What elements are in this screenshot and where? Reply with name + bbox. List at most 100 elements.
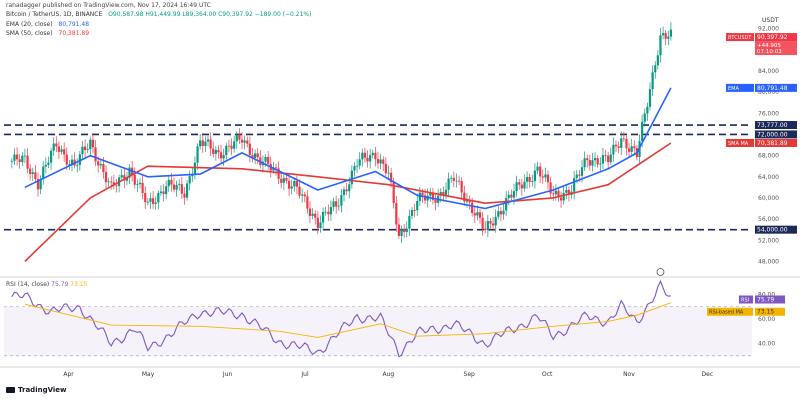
candle-body [575,174,578,179]
candle-body [358,159,361,166]
candle-body [622,138,625,140]
candle-body [586,158,589,161]
ema-legend[interactable]: EMA (20, close) 80,791.48 [6,21,89,29]
candle-body [26,155,29,169]
rsi-legend-value: 75.79 [51,281,69,288]
candle-body [536,166,539,171]
sma-legend[interactable]: SMA (50, close) 70,381.89 [6,30,89,38]
x-axis-tick: May [142,371,155,378]
candle-body [329,207,333,215]
price-tag-value: 80,791.48 [757,85,788,92]
rsi-tag-value: 75.79 [757,296,774,303]
candle-body [554,190,557,195]
candle-body [212,148,215,154]
candle-body [484,228,487,230]
price-tag-name: BTCUSDT [728,35,752,41]
candle-body [541,176,544,178]
rsi-legend-label: RSI (14, close) [6,281,50,288]
price-tag-countdown: 07:10:03 [757,49,782,55]
price-axis-tick: 80,000 [758,89,779,96]
level-tag-value: 54,000.00 [757,227,788,234]
candle-body [180,184,183,194]
candle-body [612,144,615,155]
candle-body [559,197,563,201]
candle-body [21,155,24,163]
tradingview-logo[interactable]: TradingView [6,386,67,394]
candle-body [578,174,581,176]
candle-body [405,228,408,233]
candle-body [248,143,251,155]
candle-body [290,186,293,189]
candle-body [565,189,568,193]
candle-body [465,199,469,202]
candle-body [604,155,607,156]
candle-body [253,153,257,158]
price-axis-tick: 56,000 [758,216,779,223]
candle-body [468,199,471,203]
candle-body [531,181,534,182]
candle-body [389,172,393,183]
candle-body [99,163,102,166]
candle-body [133,174,136,185]
candle-body [403,229,406,233]
candle-body [455,180,458,182]
candle-body [204,141,207,146]
candle-body [371,152,374,156]
candle-body [633,146,636,149]
candle-body [193,162,197,175]
candle-body [146,201,149,203]
candle-body [418,192,421,201]
candle-body [544,174,547,178]
candle-body [238,134,241,140]
candle-body [442,191,445,196]
candle-body [478,212,482,218]
candle-body [29,168,32,174]
candle-body [507,194,510,199]
candle-body [533,170,537,182]
price-axis-tick: 52,000 [758,237,779,244]
candle-body [664,33,667,39]
candle-body [78,154,81,165]
candle-body [49,150,53,163]
candle-body [206,139,210,142]
price-axis-tick: 48,000 [758,258,779,265]
candle-body [337,205,340,207]
candle-body [222,155,225,159]
candle-body [314,213,317,218]
price-tag-change: +44.905 [757,43,781,49]
candle-body [641,121,644,142]
candle-body [39,178,42,190]
candle-body [319,222,322,229]
candle-body [185,183,189,198]
candle-body [178,184,181,185]
candle-body [42,166,45,179]
candle-body [246,140,249,144]
candle-body [123,175,126,181]
rsi-legend[interactable]: RSI (14, close) 75.79 73.15 [6,281,87,289]
candle-body [83,146,87,151]
candle-body [201,140,204,146]
candle-body [125,177,129,181]
candle-body [444,189,448,196]
candle-body [303,194,306,197]
candle-body [620,138,623,148]
candle-body [219,152,223,159]
candle-body [34,172,37,180]
candle-body [230,145,233,149]
candle-body [661,33,665,36]
candle-body [494,216,497,226]
candle-body [57,146,61,152]
candle-body [63,149,66,155]
candle-body [463,192,466,202]
rsi-tag-value: 73.15 [757,309,774,316]
candle-body [225,145,228,156]
brand-label: TradingView [18,386,67,394]
ema-legend-value: 80,791.48 [58,21,90,28]
candle-body [120,175,123,178]
candle-body [659,35,662,56]
sma-legend-value: 70,381.89 [58,30,90,37]
candle-body [515,182,518,192]
level-tag-bg [755,225,797,234]
x-axis-tick: Jul [300,371,309,378]
